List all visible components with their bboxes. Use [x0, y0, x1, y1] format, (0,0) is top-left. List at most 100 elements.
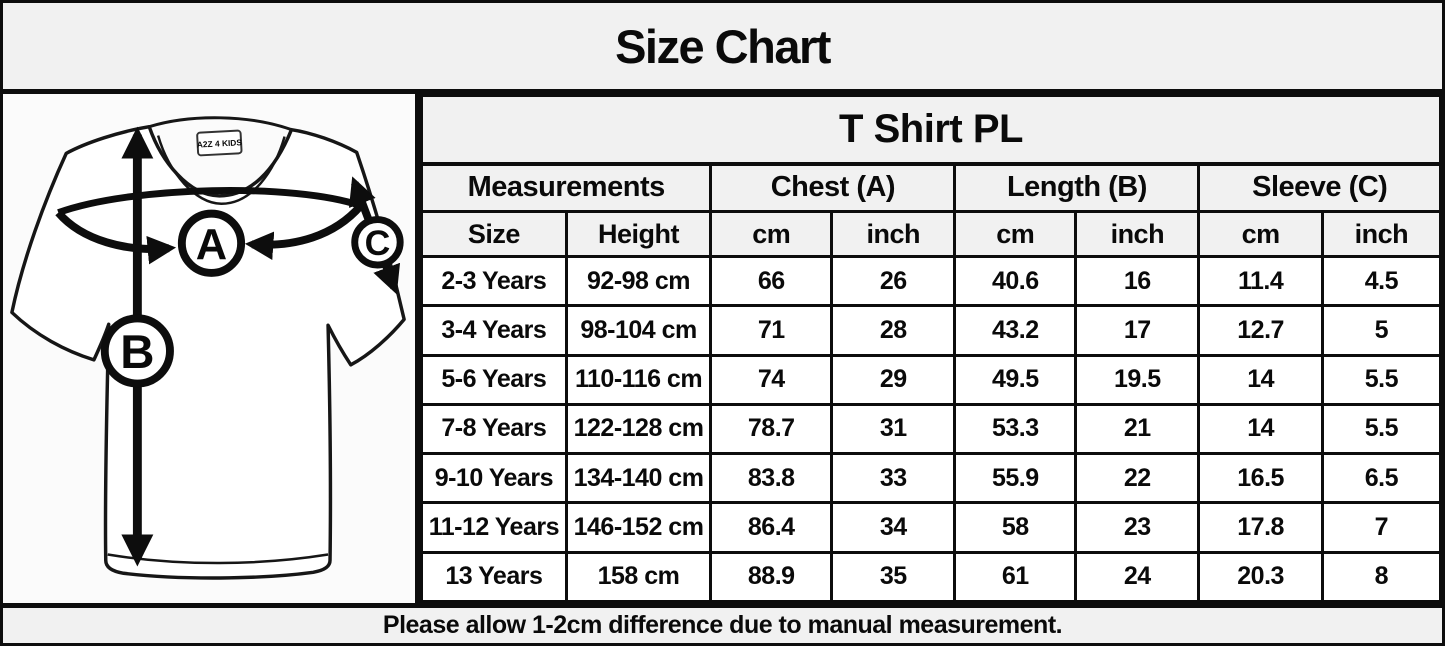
marker-c-label: C	[365, 223, 391, 263]
value-cell: 6.5	[1320, 452, 1443, 505]
value-cell: 34	[830, 501, 957, 554]
value-cell: 86.4	[709, 501, 834, 554]
col-group-length: Length (B)	[953, 162, 1201, 213]
size-cell: 3-4 Years	[420, 304, 568, 357]
value-cell: 28	[830, 304, 957, 357]
col-header-length-inch: inch	[1074, 210, 1201, 258]
value-cell: 83.8	[709, 452, 834, 505]
value-cell: 7	[1320, 501, 1443, 554]
value-cell: 14	[1197, 353, 1324, 406]
size-cell: 9-10 Years	[420, 452, 568, 505]
col-header-height: Height	[564, 210, 713, 258]
value-cell: 122-128 cm	[564, 402, 713, 456]
value-cell: 98-104 cm	[564, 304, 713, 357]
value-cell: 5	[1320, 304, 1443, 357]
tshirt-measurement-diagram: A2Z 4 KIDS B A	[10, 116, 406, 580]
size-cell: 11-12 Years	[420, 501, 568, 554]
column-header-row: Size Height cm inch cm inch cm inch	[420, 210, 1443, 258]
size-table: T Shirt PL Measurements Chest (A) Length…	[419, 94, 1443, 604]
value-cell: 11.4	[1197, 254, 1324, 308]
size-cell: 5-6 Years	[420, 353, 568, 406]
table-row: 13 Years 158 cm 88.9 35 61 24 20.3 8	[420, 550, 1443, 604]
value-cell: 8	[1320, 550, 1443, 604]
value-cell: 33	[830, 452, 957, 505]
value-cell: 26	[830, 254, 957, 308]
value-cell: 14	[1197, 402, 1324, 456]
brand-tag-label: A2Z 4 KIDS	[197, 137, 243, 149]
col-header-size: Size	[420, 210, 568, 258]
value-cell: 5.5	[1320, 353, 1443, 406]
value-cell: 40.6	[953, 254, 1078, 308]
col-header-sleeve-cm: cm	[1197, 210, 1324, 258]
table-title-row: T Shirt PL	[420, 94, 1442, 166]
content-area: A2Z 4 KIDS B A	[3, 94, 1443, 604]
table-row: 3-4 Years 98-104 cm 71 28 43.2 17 12.7 5	[420, 304, 1443, 357]
value-cell: 74	[709, 353, 834, 406]
col-group-measurements: Measurements	[419, 162, 713, 213]
column-group-row: Measurements Chest (A) Length (B) Sleeve…	[419, 162, 1442, 213]
table-row: 7-8 Years 122-128 cm 78.7 31 53.3 21 14 5.5	[420, 402, 1443, 456]
value-cell: 20.3	[1197, 550, 1324, 604]
col-group-chest: Chest (A)	[709, 162, 957, 213]
value-cell: 88.9	[709, 550, 834, 604]
chest-arrow: A	[55, 187, 364, 277]
value-cell: 92-98 cm	[564, 254, 713, 308]
value-cell: 158 cm	[564, 550, 713, 604]
value-cell: 71	[709, 304, 834, 357]
value-cell: 31	[830, 402, 957, 456]
value-cell: 22	[1074, 452, 1201, 505]
col-header-chest-cm: cm	[709, 210, 834, 258]
table-row: 11-12 Years 146-152 cm 86.4 34 58 23 17.8 7	[420, 501, 1443, 554]
value-cell: 134-140 cm	[564, 452, 713, 505]
table-title: T Shirt PL	[420, 94, 1442, 166]
size-cell: 2-3 Years	[420, 254, 568, 308]
marker-c-circle	[351, 216, 404, 269]
marker-a-label: A	[196, 221, 227, 269]
value-cell: 17	[1074, 304, 1201, 357]
tshirt-outline-graphic: A2Z 4 KIDS	[10, 116, 406, 580]
value-cell: 55.9	[953, 452, 1078, 505]
value-cell: 43.2	[953, 304, 1078, 357]
collar-back-line	[148, 116, 292, 132]
value-cell: 29	[830, 353, 957, 406]
value-cell: 5.5	[1320, 402, 1443, 456]
value-cell: 35	[830, 550, 957, 604]
value-cell: 16.5	[1197, 452, 1324, 505]
length-arrow: B	[100, 126, 174, 567]
table-body: 2-3 Years 92-98 cm 66 26 40.6 16 11.4 4.5 3-4 Ye…	[420, 254, 1443, 604]
value-cell: 16	[1074, 254, 1201, 308]
page-title: Size Chart	[615, 19, 831, 73]
value-cell: 24	[1074, 550, 1201, 604]
col-header-length-cm: cm	[953, 210, 1078, 258]
value-cell: 146-152 cm	[564, 501, 713, 554]
marker-a-circle	[177, 209, 246, 277]
value-cell: 61	[953, 550, 1078, 604]
title-bar: Size Chart	[3, 3, 1442, 94]
value-cell: 12.7	[1197, 304, 1324, 357]
value-cell: 78.7	[709, 402, 834, 456]
value-cell: 66	[709, 254, 834, 308]
value-cell: 4.5	[1320, 254, 1443, 308]
table-row: 5-6 Years 110-116 cm 74 29 49.5 19.5 14 5.5	[420, 353, 1443, 406]
tshirt-illustration: A2Z 4 KIDS B A	[3, 94, 420, 603]
value-cell: 17.8	[1197, 501, 1324, 554]
value-cell: 53.3	[953, 402, 1078, 456]
col-header-chest-inch: inch	[830, 210, 957, 258]
brand-tag: A2Z 4 KIDS	[196, 129, 243, 157]
size-cell: 13 Years	[420, 550, 568, 604]
col-header-sleeve-inch: inch	[1320, 210, 1443, 258]
value-cell: 110-116 cm	[564, 353, 713, 406]
table-row: 9-10 Years 134-140 cm 83.8 33 55.9 22 16.5 6.5	[420, 452, 1443, 505]
value-cell: 58	[953, 501, 1078, 554]
size-cell: 7-8 Years	[420, 402, 568, 456]
value-cell: 23	[1074, 501, 1201, 554]
value-cell: 21	[1074, 402, 1201, 456]
marker-b-circle	[100, 314, 174, 388]
collar-rib-line	[156, 135, 286, 205]
value-cell: 49.5	[953, 353, 1078, 406]
measurement-note: Please allow 1-2cm difference due to man…	[382, 611, 1063, 639]
value-cell: 19.5	[1074, 353, 1201, 406]
footer-bar: Please allow 1-2cm difference due to man…	[3, 603, 1442, 643]
col-group-sleeve: Sleeve (C)	[1197, 162, 1442, 213]
